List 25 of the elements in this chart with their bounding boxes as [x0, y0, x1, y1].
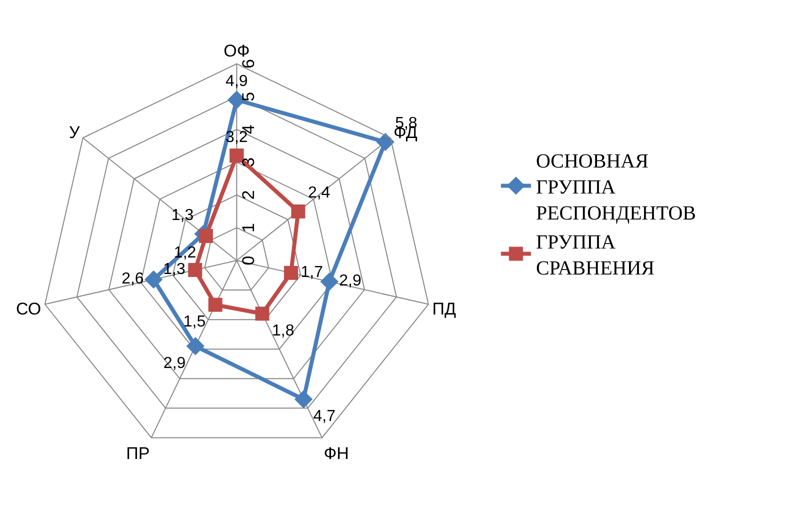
- data-label: 2,9: [163, 354, 186, 372]
- y-tick-label: 2: [239, 190, 258, 200]
- data-label: 1,8: [272, 322, 294, 340]
- y-tick-label: 1: [239, 222, 258, 232]
- spoke-label: У: [69, 122, 80, 142]
- data-label: 1,3: [171, 207, 194, 224]
- legend-label: ГРУППА СРАВНЕНИЯ: [536, 232, 655, 280]
- y-tick-label: 0: [239, 256, 258, 266]
- data-label: 1,3: [163, 260, 186, 278]
- data-label: 4,7: [313, 408, 336, 426]
- y-tick-label: 3: [239, 157, 258, 167]
- spoke-label: ПР: [126, 444, 150, 464]
- data-label: 2,9: [339, 272, 362, 290]
- y-tick-label: 6: [239, 59, 258, 69]
- spoke-label: ФН: [324, 444, 349, 464]
- y-tick-label: 5: [239, 92, 258, 102]
- legend-label: ОСНОВНАЯ ГРУППА РЕСПОНДЕНТОВ: [536, 150, 696, 224]
- data-label: 2,6: [122, 270, 144, 288]
- data-label: 2,4: [308, 184, 330, 202]
- spoke-label: ПД: [432, 300, 456, 319]
- spoke-label: ОФ: [224, 42, 250, 61]
- spoke-label: СО: [16, 300, 42, 319]
- data-label: 4,9: [226, 73, 248, 90]
- data-label: 1,7: [300, 264, 324, 281]
- data-label: 1,5: [183, 314, 206, 331]
